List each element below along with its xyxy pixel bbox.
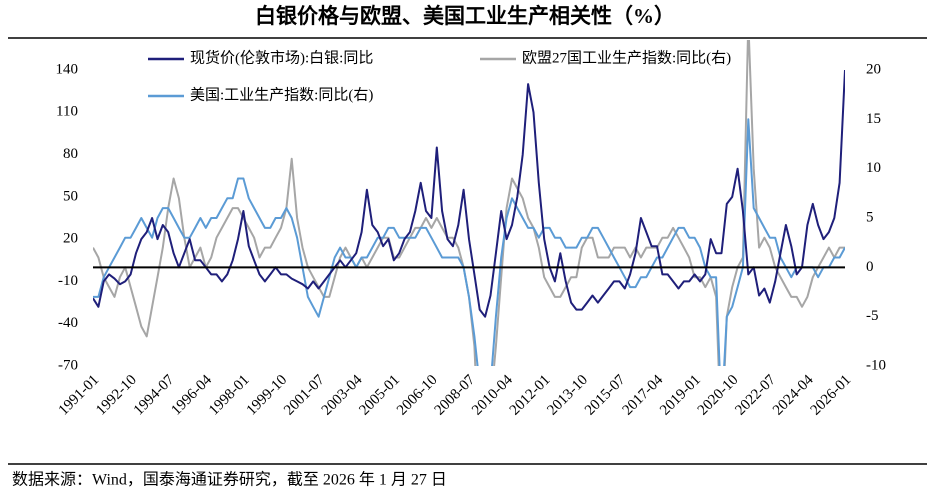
x-tick-label: 2010-04 (469, 372, 516, 419)
y-tick-label: 20 (63, 231, 78, 247)
legend-label: 现货价(伦敦市场):白银:同比 (190, 49, 373, 66)
x-tick-label: 2003-04 (319, 372, 366, 419)
x-tick-label: 2012-01 (507, 372, 554, 419)
x-tick-label: 1992-10 (93, 372, 140, 419)
y-tick-label: -10 (58, 273, 78, 289)
x-tick-label: 2008-07 (432, 372, 479, 419)
x-tick-label: 2026-01 (808, 372, 855, 419)
plot-area (93, 40, 845, 366)
y-tick-label: 50 (63, 188, 78, 204)
series-line (93, 118, 845, 366)
series-line (93, 69, 845, 318)
x-tick-label: 2019-01 (657, 372, 704, 419)
x-tick-label: 2024-04 (770, 372, 817, 419)
x-tick-label: 2013-10 (544, 372, 591, 419)
x-tick-label: 2015-07 (582, 372, 629, 419)
x-tick-label: 1998-01 (206, 372, 253, 419)
y2-tick-label: 10 (866, 160, 881, 176)
x-tick-label: 2001-07 (281, 372, 328, 419)
x-tick-label: 1996-04 (168, 372, 215, 419)
y2-tick-label: -10 (866, 357, 886, 373)
y2-tick-label: 20 (866, 61, 881, 77)
y-tick-label: 140 (56, 61, 79, 77)
x-tick-label: 1994-07 (131, 372, 178, 419)
y2-tick-label: 15 (866, 111, 881, 127)
y2-tick-label: 0 (866, 259, 874, 275)
legend-label: 美国:工业生产指数:同比(右) (190, 86, 373, 103)
y2-tick-label: -5 (866, 308, 879, 324)
x-tick-label: 2017-04 (620, 372, 667, 419)
x-tick-label: 2020-10 (695, 372, 742, 419)
x-tick-label: 2022-07 (732, 372, 779, 419)
legend-label: 欧盟27国工业生产指数:同比(右) (522, 49, 731, 66)
y-tick-label: -70 (58, 357, 78, 373)
source-note: 数据来源：Wind，国泰海通证券研究，截至 2026 年 1 月 27 日 (12, 471, 447, 489)
x-tick-label: 1999-10 (244, 372, 291, 419)
x-tick-label: 1991-01 (56, 372, 103, 419)
y2-tick-label: 5 (866, 209, 874, 225)
x-tick-label: 2005-01 (356, 372, 403, 419)
y-tick-label: 80 (63, 146, 78, 162)
x-tick-label: 2006-10 (394, 372, 441, 419)
chart-title: 白银价格与欧盟、美国工业生产相关性（%） (255, 4, 675, 28)
y-tick-label: 110 (56, 104, 78, 120)
y-tick-label: -40 (58, 315, 78, 331)
